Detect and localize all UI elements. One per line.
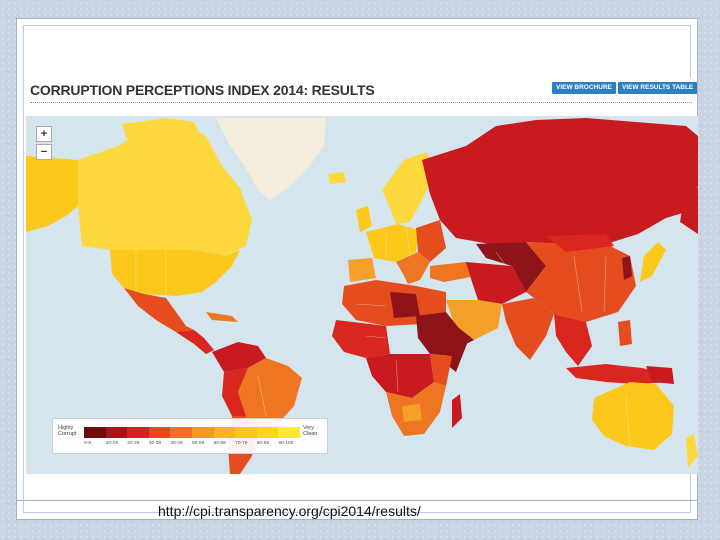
legend-range-labels: 0-9 10-19 20-29 30-39 40-49 50-59 60-69 70-79 80… [84, 441, 300, 446]
region-southeast-asia[interactable] [554, 314, 592, 366]
region-new-zealand[interactable] [686, 434, 698, 468]
region-libya[interactable] [390, 292, 420, 318]
legend-range-label: 80-89 [256, 441, 270, 446]
region-central-africa[interactable] [366, 354, 434, 398]
legend-swatch [213, 427, 236, 438]
region-far-east-russia[interactable] [680, 186, 698, 234]
region-somalia[interactable] [446, 334, 470, 372]
legend-range-label: 20-29 [127, 441, 140, 446]
region-eastern-europe[interactable] [416, 220, 446, 262]
region-middle-east[interactable] [466, 262, 526, 304]
legend-color-scale [84, 427, 300, 438]
legend-range-label: 70-79 [235, 441, 248, 446]
region-alaska[interactable] [26, 156, 78, 232]
legend-range-label: 30-39 [148, 441, 162, 446]
region-papua[interactable] [646, 366, 674, 384]
legend-swatch [191, 427, 214, 438]
region-japan[interactable] [640, 242, 666, 282]
cpi-header: CORRUPTION PERCEPTIONS INDEX 2014: RESUL… [26, 78, 698, 116]
region-china[interactable] [526, 242, 636, 322]
legend-range-label: 90-100 [278, 441, 294, 446]
map-legend: Highly Corrupt Very Clean 0-9 10-19 20-29 3… [52, 418, 328, 454]
region-caribbean[interactable] [206, 312, 238, 322]
region-australia[interactable] [592, 382, 674, 450]
page-title: CORRUPTION PERCEPTIONS INDEX 2014: RESUL… [30, 82, 375, 98]
region-brazil[interactable] [238, 358, 302, 434]
legend-swatch [105, 427, 128, 438]
legend-swatch [148, 427, 171, 438]
region-botswana[interactable] [402, 404, 422, 422]
world-map[interactable]: + − Highly Corrupt Very Clean 0-9 10-19 20… [26, 116, 698, 474]
region-indonesia[interactable] [566, 364, 672, 384]
region-turkey[interactable] [430, 262, 476, 282]
region-korea[interactable] [622, 256, 632, 280]
region-northern-south-america[interactable] [212, 342, 266, 372]
view-results-table-button[interactable]: VIEW RESULTS TABLE [618, 82, 698, 94]
legend-swatch [127, 427, 149, 438]
region-canadian-arctic[interactable] [122, 118, 202, 144]
legend-swatch [170, 427, 192, 438]
region-usa[interactable] [110, 250, 240, 296]
zoom-out-button[interactable]: − [36, 144, 52, 160]
region-central-asia[interactable] [476, 242, 546, 292]
region-russia[interactable] [422, 118, 698, 244]
legend-range-label: 10-19 [105, 441, 118, 446]
legend-high-label: Very Clean [303, 425, 318, 437]
region-southern-europe[interactable] [396, 252, 430, 284]
region-scandinavia[interactable] [382, 152, 436, 224]
view-brochure-button[interactable]: VIEW BROCHURE [552, 82, 616, 94]
world-map-svg [26, 118, 698, 474]
region-western-europe[interactable] [366, 224, 418, 262]
legend-swatch [278, 427, 300, 438]
region-mexico[interactable] [124, 288, 194, 332]
legend-range-label: 0-9 [84, 441, 91, 446]
country-borders [135, 227, 631, 447]
region-india[interactable] [502, 298, 554, 360]
legend-range-label: 40-49 [170, 441, 183, 446]
region-madagascar[interactable] [452, 394, 462, 428]
region-west-africa[interactable] [332, 320, 390, 358]
legend-range-label: 60-69 [213, 441, 226, 446]
region-philippines[interactable] [618, 320, 632, 346]
legend-swatch [256, 427, 279, 438]
region-iceland[interactable] [328, 172, 346, 184]
zoom-in-button[interactable]: + [36, 126, 52, 142]
legend-swatch [84, 427, 106, 438]
footer-divider [16, 500, 698, 501]
legend-range-label: 50-59 [191, 441, 205, 446]
region-canada[interactable] [78, 120, 252, 256]
region-greenland[interactable] [216, 118, 326, 200]
region-mongolia[interactable] [546, 234, 614, 252]
region-uk[interactable] [356, 206, 372, 232]
region-east-africa[interactable] [430, 354, 452, 386]
region-andes[interactable] [222, 368, 248, 416]
region-central-america[interactable] [176, 330, 214, 354]
legend-low-label: Highly Corrupt [58, 425, 77, 437]
source-url[interactable]: http://cpi.transparency.org/cpi2014/resu… [158, 503, 421, 519]
region-arabian-peninsula[interactable] [446, 300, 502, 340]
legend-swatch [235, 427, 257, 438]
title-divider [30, 102, 692, 103]
region-iberia[interactable] [348, 258, 376, 282]
